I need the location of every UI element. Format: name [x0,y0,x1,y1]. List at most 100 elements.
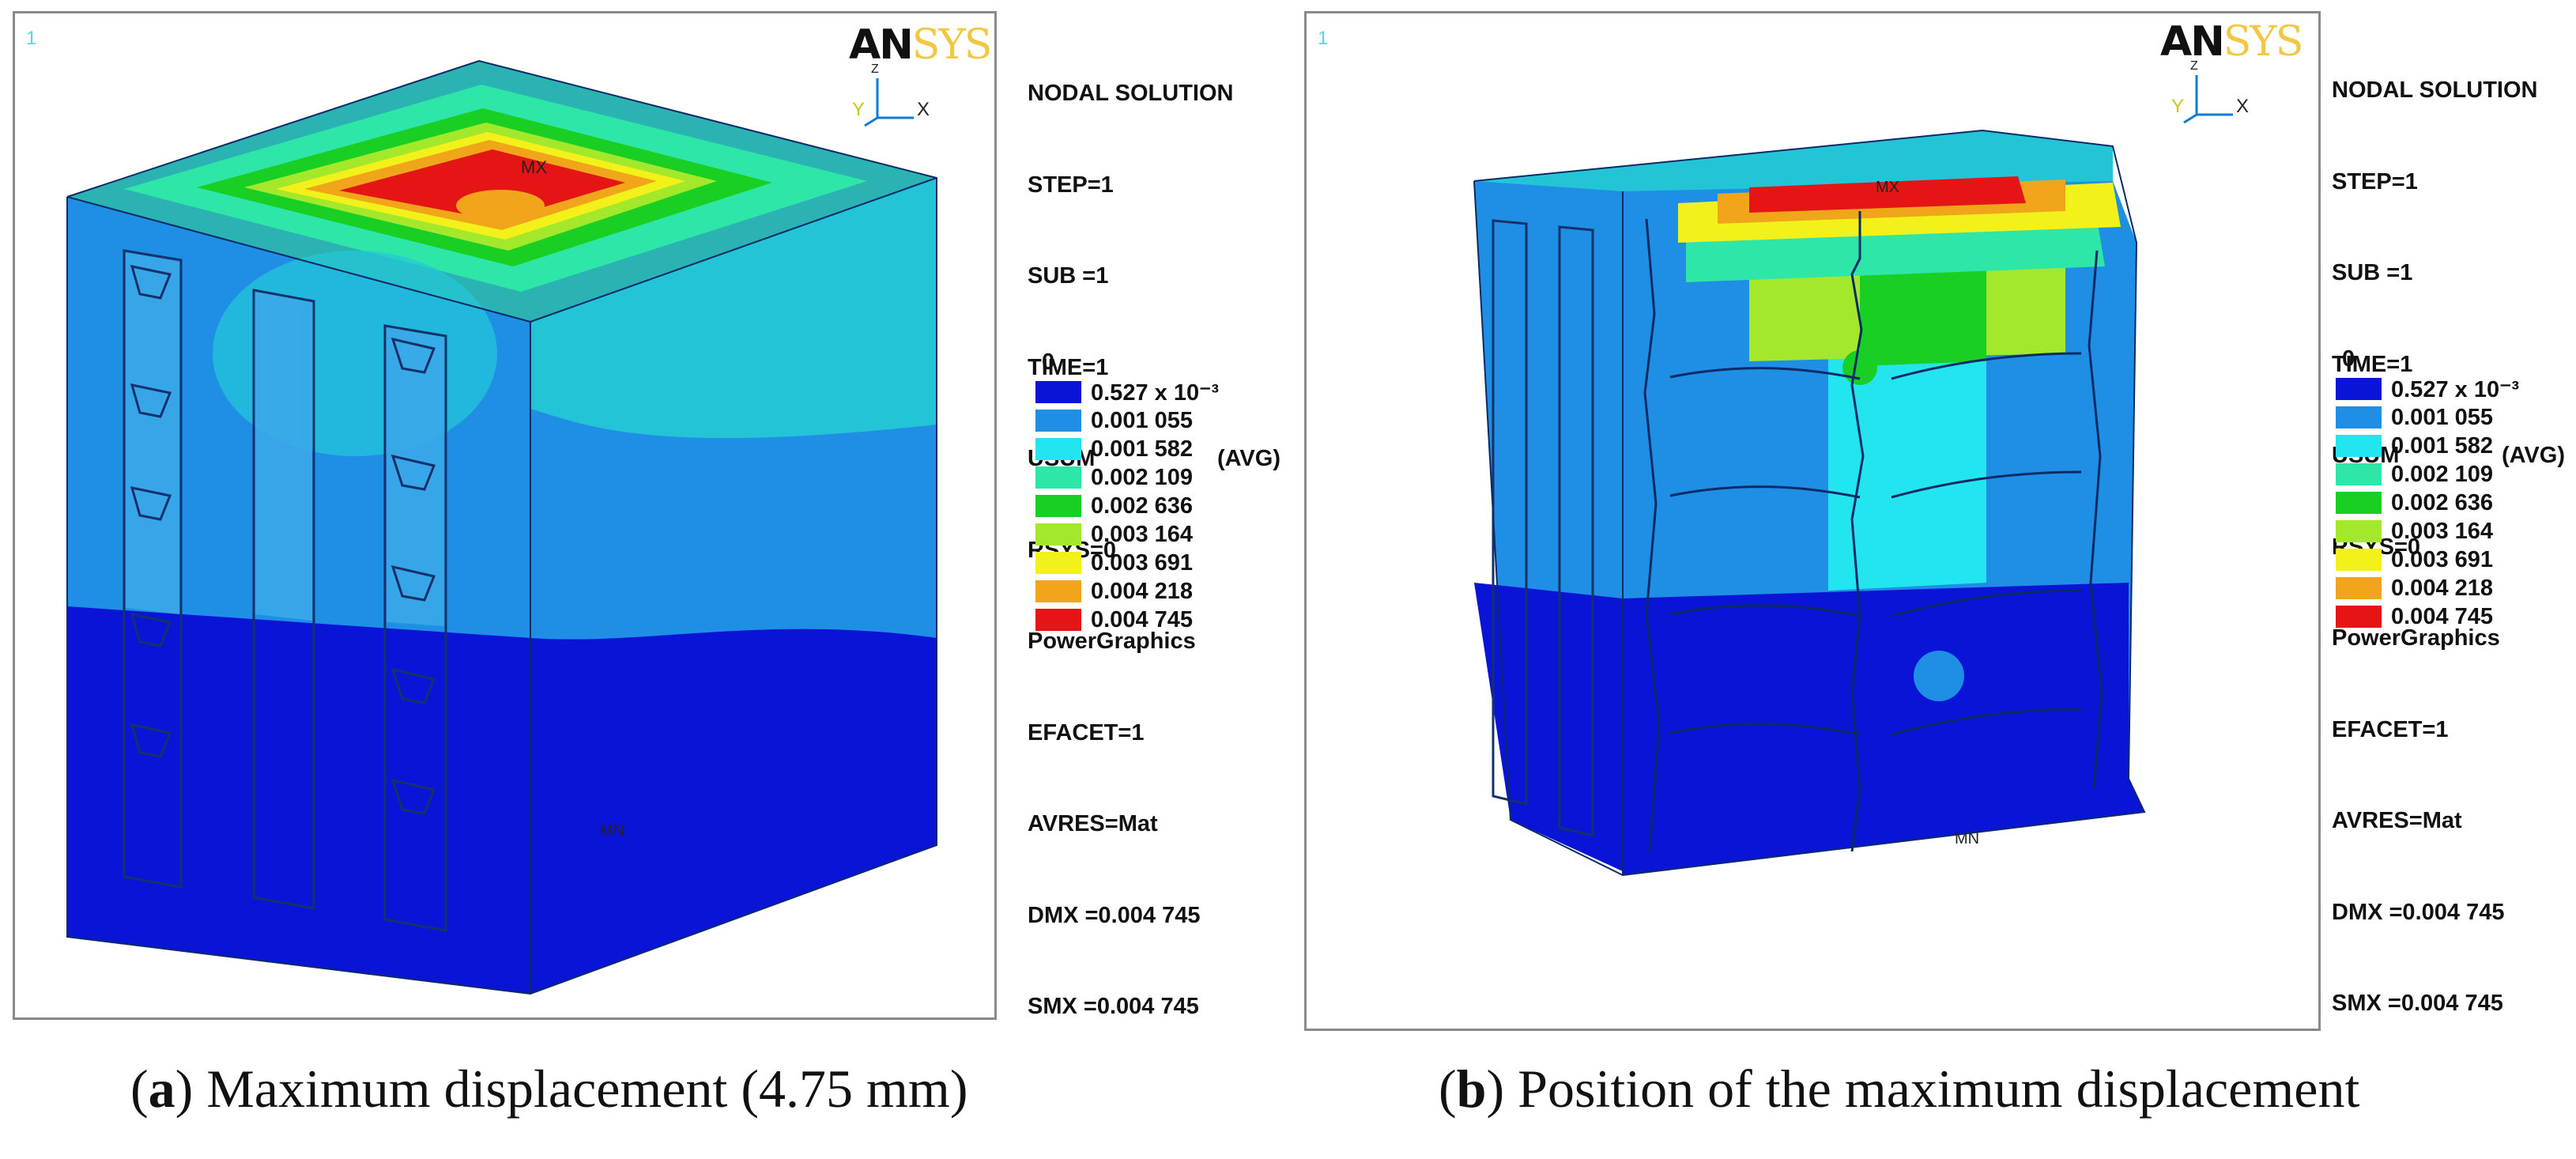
legend-item: 0.527 x 10⁻³ [2336,375,2519,403]
info-dmx: DMX =0.004 745 [2332,899,2505,925]
contour-legend-a: 0 0.527 x 10⁻³ 0.001 055 0.001 582 0.002… [1035,349,1219,634]
axis-y-label: Y [852,99,866,120]
legend-label: 0.527 x 10⁻³ [2391,376,2520,402]
legend-swatch [2336,520,2382,542]
info-step: STEP=1 [2332,168,2418,194]
legend-item: 0.003 691 [2336,546,2519,574]
legend-label: 0.004 745 [1091,606,1194,632]
info-smx: SMX =0.004 745 [1028,994,1199,1019]
info-avres: AVRES=Mat [2332,808,2462,833]
info-time: TIME=1 [1028,354,1109,380]
legend-swatch [1035,609,1081,631]
contour-band-max [339,149,625,221]
info-smx: SMX =0.004 745 [2332,991,2503,1016]
info-sub: SUB =1 [1028,263,1109,289]
legend-swatch [1035,466,1081,489]
panel-a: 1 MX MN [13,11,997,1020]
legend-item: 0.004 745 [1035,606,1219,634]
info-graphics: PowerGraphics [1028,629,1196,654]
legend-item: 0.004 218 [2336,574,2519,602]
legend-swatch [1035,523,1081,546]
info-title: NODAL SOLUTION [2332,77,2538,103]
axis-x-label: X [2236,96,2250,117]
displacement-model-b: MX MN [1473,129,2146,877]
model-edges [66,59,937,995]
legend-swatch [2336,435,2382,457]
left-face-bottom [1474,583,1623,871]
legend-label: 0.527 x 10⁻³ [1091,379,1220,406]
model-edges [1473,129,2146,877]
info-efacet: EFACET=1 [2332,716,2449,742]
legend-label: 0.004 745 [2391,603,2494,629]
legend-swatch [2336,577,2382,599]
info-time: TIME=1 [2332,351,2413,377]
legend-label: 0.001 055 [2391,404,2494,430]
ansys-logo: ANSYS [849,21,992,69]
window-number: 1 [1318,28,1329,49]
legend-item: 0.003 691 [1035,549,1219,577]
caption-text: Position of the maximum displacement [1504,1059,2360,1119]
caption-a: (a) Maximum displacement (4.75 mm) [130,1059,968,1119]
panel-b: 1 MX MN [1304,11,2321,1031]
info-dmx: DMX =0.004 745 [1028,902,1201,928]
channels [123,249,447,932]
crack-lines [1643,211,2103,852]
axis-triad: Y Z X [2168,59,2250,130]
info-avres: AVRES=Mat [1028,811,1158,836]
legend-item: 0.002 109 [2336,460,2519,489]
legend-swatch [1035,580,1081,602]
left-face-bottom [67,606,530,994]
legend-swatch [1035,552,1081,574]
legend-item: 0.004 745 [2336,602,2519,631]
info-efacet: EFACET=1 [1028,719,1145,746]
caption-letter: a [148,1059,175,1119]
axis-x-label: X [917,99,930,120]
legend-item: 0.003 164 [2336,517,2519,546]
info-avg: (AVG) [2501,443,2565,468]
axis-y-label: Y [2171,96,2185,117]
displacement-model-a: MX MN [66,59,937,995]
legend-swatch [2336,549,2382,571]
mx-marker: MX [521,157,547,177]
legend-item: 0.001 582 [2336,432,2519,460]
legend-label: 0.001 055 [1091,407,1194,433]
mn-marker: MN [600,822,624,840]
legend-label: 0.003 164 [1091,521,1194,547]
band-cyan [1828,345,1986,591]
legend-label: 0.003 691 [1091,549,1194,576]
info-sub: SUB =1 [2332,260,2413,285]
legend-label: 0.002 109 [2391,461,2494,487]
caption-text: Maximum displacement (4.75 mm) [193,1059,968,1119]
legend-swatch [1035,438,1081,460]
legend-item: 0.002 109 [1035,463,1219,492]
legend-item: 0.527 x 10⁻³ [1035,378,1219,406]
legend-swatch [2336,492,2382,514]
right-face-bottom [530,629,937,994]
legend-label: 0.004 218 [2391,575,2494,601]
legend-swatch [1035,381,1081,403]
legend-swatch [2336,378,2382,400]
legend-label: 0.001 582 [2391,432,2494,459]
legend-item: 0.001 055 [1035,406,1219,435]
band-green [1860,266,1986,366]
info-title: NODAL SOLUTION [1028,81,1234,106]
info-graphics: PowerGraphics [2332,625,2500,651]
front-face-bottom [1623,583,2144,875]
band-red [1749,176,2026,213]
axis-z-label: Z [871,62,879,76]
legend-label: 0.003 691 [2391,546,2494,572]
contour-legend-b: 0 0.527 x 10⁻³ 0.001 055 0.001 582 0.002… [2336,346,2519,631]
caption-letter: b [1456,1059,1487,1119]
legend-label: 0.004 218 [1091,578,1194,604]
legend-item: 0.002 636 [2336,489,2519,517]
legend-item: 0.003 164 [1035,520,1219,549]
legend-item: 0.004 218 [1035,577,1219,606]
legend-item: 0.001 582 [1035,435,1219,463]
legend-swatch [2336,606,2382,628]
legend-swatch [1035,410,1081,432]
legend-item: 0.002 636 [1035,492,1219,520]
mx-marker: MX [1876,179,1899,196]
legend-label: 0.002 109 [1091,464,1194,490]
info-step: STEP=1 [1028,172,1114,198]
contour-peak [456,190,545,221]
